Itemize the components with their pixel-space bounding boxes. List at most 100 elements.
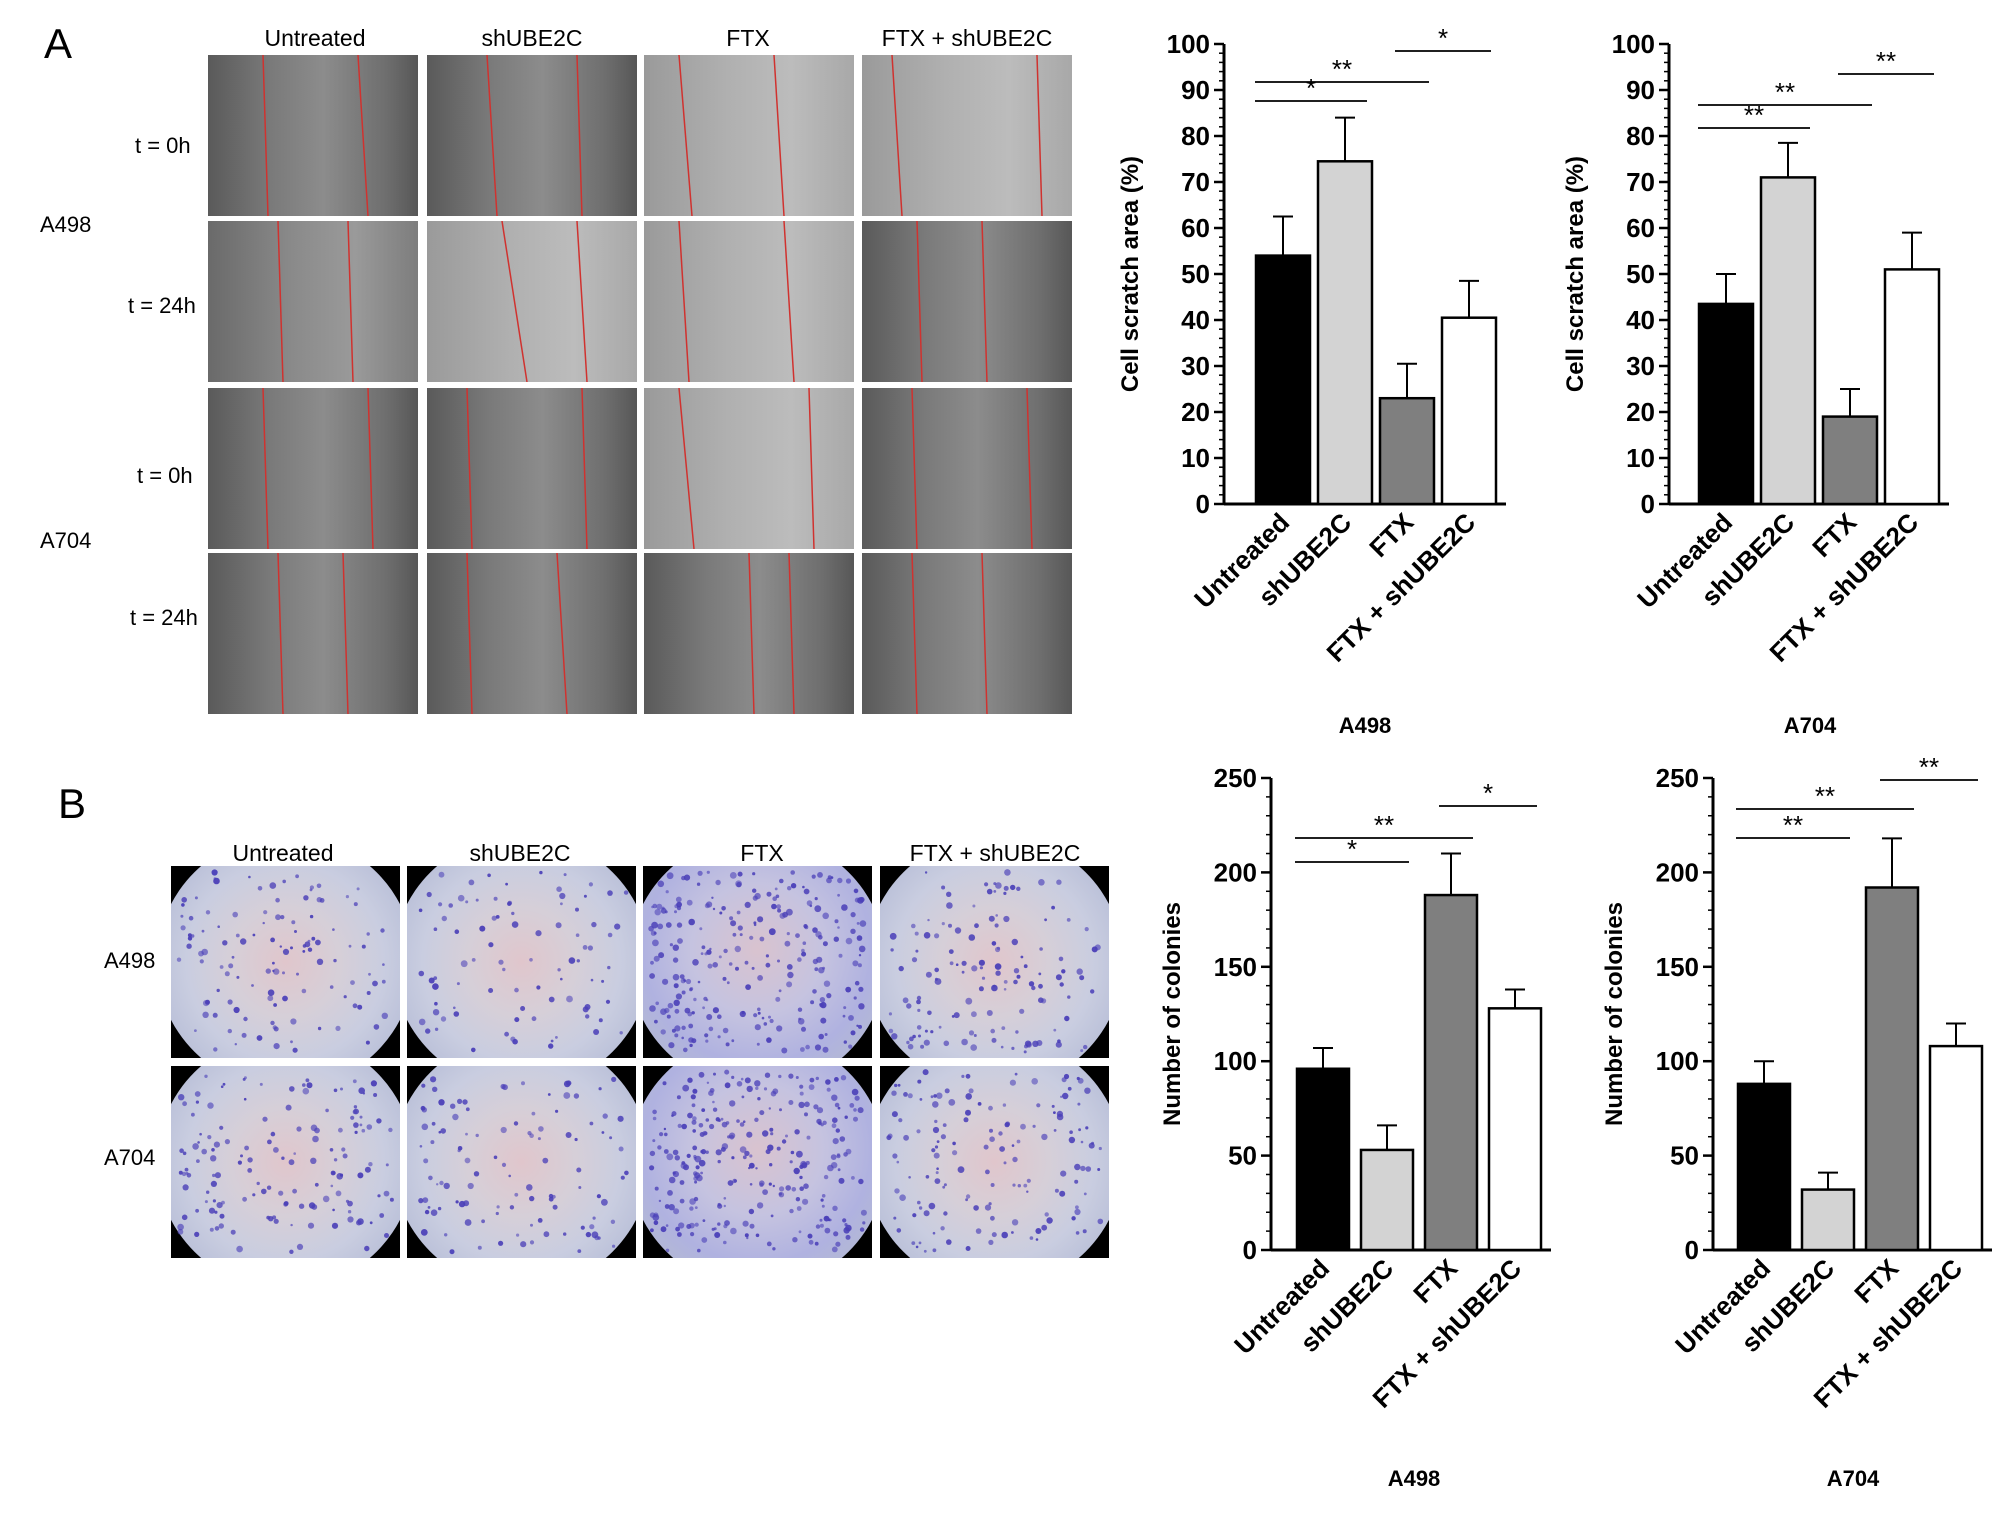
stained-cell [676,906,682,911]
stained-cell [990,1183,995,1187]
stained-cell [736,910,741,915]
stained-cell [373,1093,378,1097]
stained-cell [702,1006,705,1010]
stained-cell [923,932,931,939]
stained-cell [965,1198,968,1202]
stained-cell [799,1091,804,1096]
stained-cell [825,1079,831,1085]
stained-cell [723,948,728,954]
stained-cell [805,1044,810,1050]
scratch-edge-line [748,553,755,714]
stained-cell [1003,980,1008,984]
stained-cell [566,1080,572,1086]
y-tick-label: 40 [1626,305,1655,335]
stained-cell [292,1188,297,1194]
stained-cell [307,947,313,952]
stained-cell [693,1171,698,1176]
stained-cell [471,1047,476,1053]
stained-cell [814,1241,819,1246]
stained-cell [316,958,324,965]
stained-cell [306,1082,313,1089]
wound-row-a498: A498 [40,212,92,237]
stained-cell [842,1014,846,1018]
stained-cell [835,1128,840,1133]
stained-cell [1012,1156,1018,1163]
stained-cell [1038,983,1043,989]
stained-cell [213,1047,218,1052]
stained-cell [830,1154,837,1160]
stained-cell [916,1129,921,1134]
y-axis-label: Cell scratch area (%) [1117,156,1144,392]
stained-cell [516,1233,520,1237]
stained-cell [894,1188,900,1194]
stained-cell [778,1192,782,1196]
stained-cell [907,1093,913,1099]
stained-cell [930,1095,934,1099]
stained-cell [686,899,693,906]
stained-cell [555,922,562,929]
stained-cell [1056,879,1062,885]
stained-cell [201,929,205,933]
stained-cell [440,1016,447,1022]
stained-cell [187,933,192,938]
stained-cell [214,1172,221,1179]
stained-cell [757,1007,761,1012]
stained-cell [839,1136,846,1142]
stained-cell [582,1006,589,1013]
stained-cell [1053,1129,1057,1132]
stained-cell [385,1163,389,1167]
stained-cell [1085,1126,1089,1130]
stained-cell [740,1077,744,1081]
stained-cell [282,995,288,1002]
stained-cell [923,1249,927,1253]
stained-cell [822,941,828,947]
stained-cell [514,1192,519,1197]
y-tick-label: 10 [1181,443,1210,473]
stained-cell [940,1134,946,1140]
stained-cell [814,905,822,913]
stained-cell [908,1176,911,1179]
stained-cell [727,1135,731,1139]
stained-cell [705,1118,710,1122]
y-tick-label: 200 [1214,857,1257,887]
stained-cell [809,1077,815,1083]
stained-cell [857,1107,864,1114]
stained-cell [418,1018,426,1026]
stained-cell [691,1011,695,1015]
stained-cell [432,1009,440,1016]
stained-cell [1046,1217,1053,1224]
stained-cell [537,1137,541,1141]
stained-cell [735,880,742,888]
stained-cell [712,1100,715,1104]
scratch-edge-line [466,388,473,549]
stained-cell [291,920,296,925]
stained-cell [746,1085,753,1093]
stained-cell [295,874,299,879]
stained-cell [366,932,370,936]
stained-cell [888,1028,894,1034]
stained-cell [896,1228,902,1233]
stained-cell [986,888,993,895]
stained-cell [240,1154,243,1158]
stained-cell [500,1126,507,1134]
stained-cell [1044,1212,1049,1217]
stained-cell [858,1178,864,1185]
stained-cell [715,1117,720,1122]
stained-cell [832,1117,838,1123]
stained-cell [262,1116,268,1122]
stained-cell [1026,1190,1029,1193]
stained-cell [507,901,512,906]
stained-cell [679,1180,685,1185]
bar [1759,176,1817,506]
stained-cell [488,942,494,948]
stained-cell [804,1101,810,1108]
stained-cell [898,1118,903,1123]
stained-cell [662,978,669,985]
stained-cell [273,1147,279,1153]
stained-cell [936,1167,939,1170]
stained-cell [772,896,777,901]
stained-cell [1028,981,1035,987]
stained-cell [843,1152,848,1157]
stained-cell [984,1204,992,1211]
stained-cell [654,1019,658,1024]
